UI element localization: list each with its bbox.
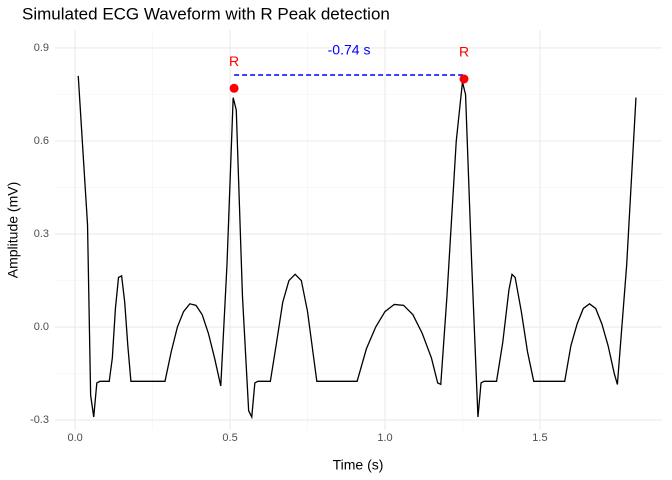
y-axis-title: Amplitude (mV) bbox=[5, 182, 21, 278]
r-peak-label: R bbox=[459, 44, 469, 60]
x-tick-label: 1.5 bbox=[532, 432, 547, 444]
y-tick-label: -0.3 bbox=[30, 414, 49, 426]
x-tick-label: 0.5 bbox=[222, 432, 237, 444]
x-tick-label: 0.0 bbox=[67, 432, 82, 444]
x-tick-label: 1.0 bbox=[377, 432, 392, 444]
y-tick-label: 0.3 bbox=[34, 228, 49, 240]
r-peak bbox=[229, 83, 239, 93]
y-tick-label: 0.0 bbox=[34, 321, 49, 333]
x-axis-title: Time (s) bbox=[333, 457, 384, 473]
chart-title: Simulated ECG Waveform with R Peak detec… bbox=[22, 4, 390, 23]
y-tick-label: 0.6 bbox=[34, 135, 49, 147]
interval-label: -0.74 s bbox=[328, 42, 371, 58]
r-peak bbox=[459, 74, 469, 84]
ecg-line bbox=[77, 75, 637, 420]
y-tick-label: 0.9 bbox=[34, 42, 49, 54]
r-peak-label: R bbox=[229, 53, 239, 69]
